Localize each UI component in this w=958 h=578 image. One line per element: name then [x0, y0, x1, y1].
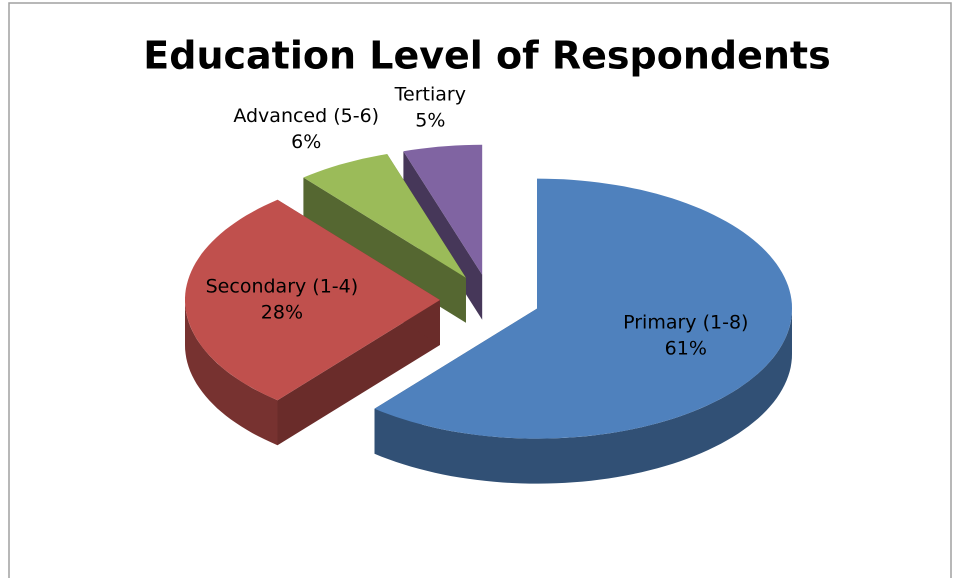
- slice-wall: [303, 177, 466, 323]
- slice-value-label: 28%: [261, 302, 303, 324]
- slice-wall: [277, 300, 440, 446]
- slice-value-label: 61%: [665, 337, 707, 359]
- slice: [403, 144, 483, 275]
- slice-label: Advanced (5-6): [233, 105, 379, 127]
- chart-title: Education Level of Respondents: [143, 34, 830, 78]
- slice-value-label: 6%: [291, 131, 321, 153]
- slice: [303, 154, 466, 278]
- slice-value-label: 5%: [415, 109, 445, 131]
- slice-label: Primary (1-8): [623, 311, 748, 333]
- slice-label: Tertiary: [394, 83, 466, 105]
- slice-side: [374, 308, 792, 484]
- slice-side: [185, 300, 278, 446]
- slice: [374, 178, 792, 439]
- slice: [185, 199, 440, 401]
- slice-label: Secondary (1-4): [206, 276, 359, 298]
